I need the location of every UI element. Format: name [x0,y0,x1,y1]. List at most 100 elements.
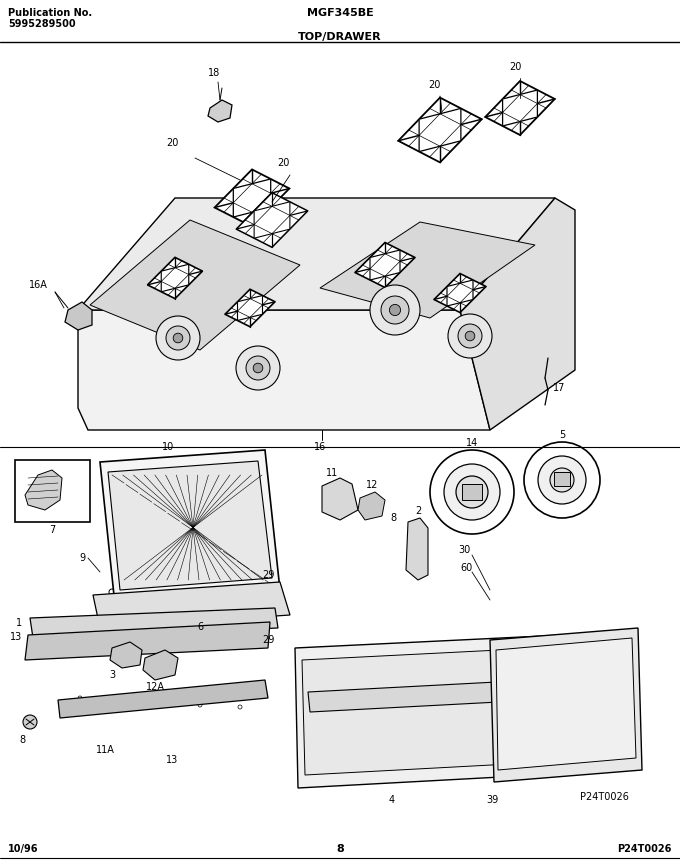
Circle shape [538,456,586,504]
Circle shape [524,442,600,518]
Circle shape [253,363,262,372]
Polygon shape [78,198,555,310]
Circle shape [97,621,103,625]
Text: MGF345BE: MGF345BE [307,8,373,18]
Circle shape [430,450,514,534]
Circle shape [255,455,261,461]
Text: 1: 1 [16,618,22,628]
Polygon shape [78,310,490,430]
Polygon shape [370,250,400,280]
Text: 16: 16 [314,442,326,452]
Text: 20: 20 [166,138,178,148]
Text: 39: 39 [486,795,498,805]
Polygon shape [320,222,535,318]
Circle shape [444,464,500,520]
Polygon shape [398,98,481,163]
Text: 9: 9 [79,553,85,563]
Text: 5995289500: 5995289500 [8,19,75,29]
Text: 5: 5 [559,430,565,440]
Polygon shape [161,264,189,292]
Polygon shape [65,302,92,330]
Text: 29: 29 [262,570,274,580]
Polygon shape [434,274,486,313]
Text: 29: 29 [262,635,274,645]
Polygon shape [406,518,428,580]
Circle shape [456,476,488,508]
Polygon shape [93,582,290,628]
Circle shape [198,703,202,707]
Text: 7: 7 [49,525,55,535]
Circle shape [238,705,242,709]
Text: 11A: 11A [96,745,114,755]
Polygon shape [322,478,358,520]
Text: 60: 60 [460,563,472,573]
Text: 11: 11 [326,468,338,478]
Polygon shape [302,644,622,775]
Circle shape [118,698,122,702]
Circle shape [158,700,162,704]
Polygon shape [30,608,278,638]
Polygon shape [25,470,62,510]
Polygon shape [90,220,300,350]
Circle shape [370,285,420,335]
Text: 4: 4 [389,795,395,805]
Text: 20: 20 [277,158,289,168]
Polygon shape [225,289,275,326]
Circle shape [317,657,323,663]
Polygon shape [58,680,268,718]
Circle shape [236,346,280,390]
Text: 8: 8 [390,513,396,523]
Circle shape [78,696,82,700]
Circle shape [197,621,203,625]
Text: 20: 20 [509,62,521,72]
Text: Publication No.: Publication No. [8,8,92,18]
Circle shape [550,468,574,492]
Polygon shape [237,295,262,320]
Text: 13: 13 [166,755,178,765]
Polygon shape [110,642,142,668]
Circle shape [458,324,482,348]
Bar [554,472,570,486]
Polygon shape [25,622,270,660]
Polygon shape [295,632,630,788]
Text: TOP/DRAWER: TOP/DRAWER [299,32,381,42]
Polygon shape [460,198,575,430]
Text: 10/96: 10/96 [8,844,39,854]
Polygon shape [490,628,642,782]
Circle shape [246,356,270,380]
Circle shape [156,316,200,360]
Text: 8: 8 [336,844,344,854]
Text: 3: 3 [109,670,115,680]
Polygon shape [358,492,385,520]
Text: 2: 2 [415,506,421,516]
Polygon shape [308,676,612,712]
Text: P24T0026: P24T0026 [617,844,672,854]
Circle shape [267,579,273,585]
Polygon shape [447,280,473,306]
Circle shape [248,621,252,625]
Polygon shape [148,257,203,299]
Text: 20: 20 [428,80,440,90]
Polygon shape [419,108,461,152]
Text: 8: 8 [19,735,25,745]
Text: 16A: 16A [29,280,48,290]
Bar [15,460,90,522]
Polygon shape [108,461,272,590]
Circle shape [607,662,613,668]
Text: 30: 30 [458,545,471,555]
Circle shape [148,621,152,625]
Text: 13: 13 [10,632,22,642]
Polygon shape [486,81,555,135]
Polygon shape [236,193,308,248]
Text: 14: 14 [466,438,478,448]
Polygon shape [100,450,280,605]
Circle shape [109,589,115,595]
Circle shape [23,715,37,729]
Polygon shape [208,100,232,122]
Text: 12: 12 [366,480,378,490]
Text: 10: 10 [162,442,174,452]
Bar [462,484,482,500]
Text: 6: 6 [197,622,203,632]
Polygon shape [503,90,537,126]
Polygon shape [496,638,636,770]
